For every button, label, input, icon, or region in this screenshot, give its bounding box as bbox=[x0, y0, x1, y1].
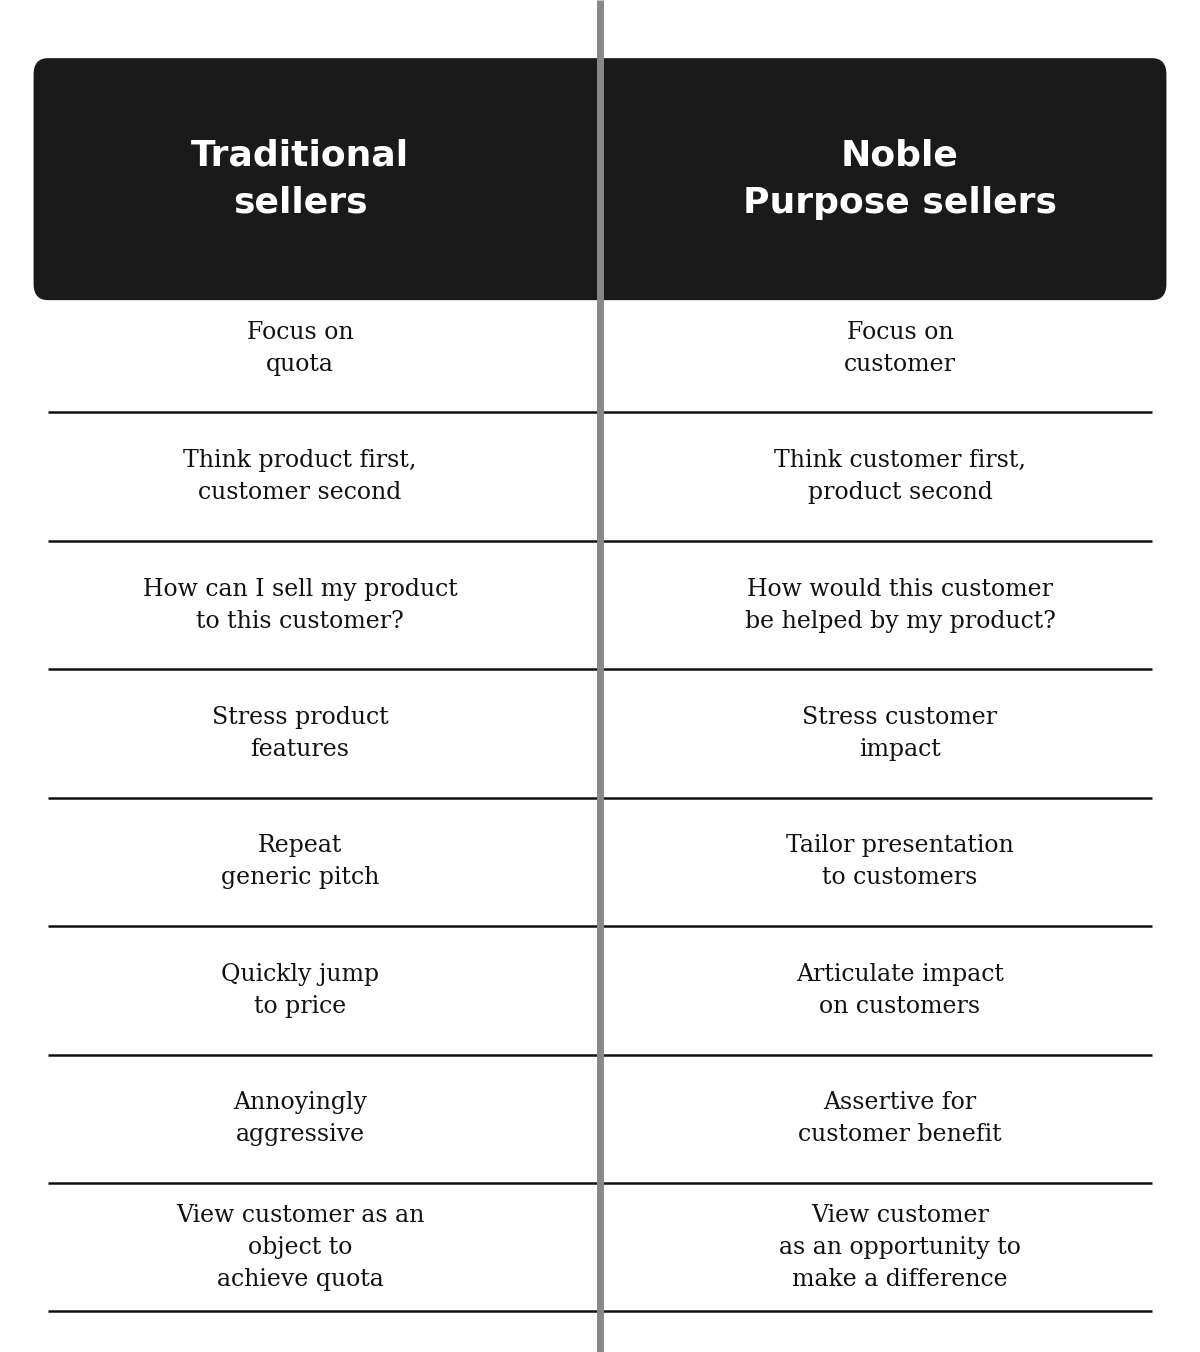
Text: Think customer first,
product second: Think customer first, product second bbox=[774, 449, 1026, 504]
Text: Focus on
quota: Focus on quota bbox=[247, 320, 353, 376]
Text: Quickly jump
to price: Quickly jump to price bbox=[221, 963, 379, 1018]
Text: Tailor presentation
to customers: Tailor presentation to customers bbox=[786, 834, 1014, 890]
Text: Focus on
customer: Focus on customer bbox=[844, 320, 956, 376]
Text: Think product first,
customer second: Think product first, customer second bbox=[184, 449, 416, 504]
Text: Assertive for
customer benefit: Assertive for customer benefit bbox=[798, 1091, 1002, 1146]
Text: Stress product
features: Stress product features bbox=[211, 706, 389, 761]
Text: Articulate impact
on customers: Articulate impact on customers bbox=[796, 963, 1004, 1018]
Text: Stress customer
impact: Stress customer impact bbox=[803, 706, 997, 761]
Text: View customer as an
object to
achieve quota: View customer as an object to achieve qu… bbox=[176, 1203, 424, 1291]
FancyBboxPatch shape bbox=[34, 58, 1166, 300]
Text: How would this customer
be helped by my product?: How would this customer be helped by my … bbox=[744, 577, 1056, 633]
Text: View customer
as an opportunity to
make a difference: View customer as an opportunity to make … bbox=[779, 1203, 1021, 1291]
Text: Noble
Purpose sellers: Noble Purpose sellers bbox=[743, 138, 1057, 220]
Text: How can I sell my product
to this customer?: How can I sell my product to this custom… bbox=[143, 577, 457, 633]
Text: Traditional
sellers: Traditional sellers bbox=[191, 138, 409, 220]
Text: Annoyingly
aggressive: Annoyingly aggressive bbox=[233, 1091, 367, 1146]
Text: Repeat
generic pitch: Repeat generic pitch bbox=[221, 834, 379, 890]
